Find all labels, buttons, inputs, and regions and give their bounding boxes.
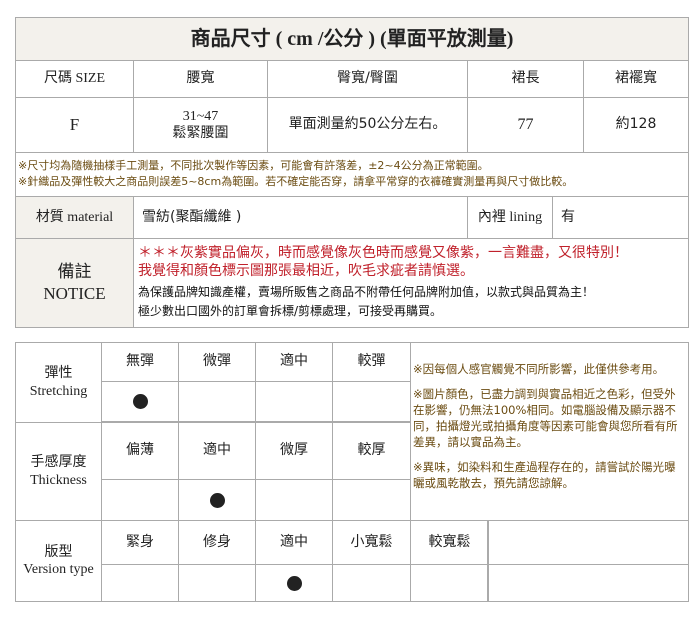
stretching-indicator-cell xyxy=(101,381,179,422)
feel-note: ※異味，如染料和生產過程存在的，請嘗試於陽光曝曬或風乾散去，預先請您諒解。 xyxy=(413,460,676,490)
thickness-indicator-cell xyxy=(255,479,333,521)
size-note: ※尺寸均為隨機抽樣手工測量，不同批次製作等因素，可能會有許落差，±2~4公分為正… xyxy=(18,159,489,172)
thickness-indicator-cell xyxy=(332,479,411,521)
stretching-indicator-cell xyxy=(255,381,333,422)
version-label-zh: 版型 xyxy=(44,544,73,560)
waist-value: 31~47 鬆緊腰圍 xyxy=(133,97,268,153)
stretching-indicator-cell xyxy=(332,381,411,422)
hip-value: 單面測量約50公分左右。 xyxy=(267,97,468,153)
header-hip: 臀寬/臀圍 xyxy=(267,60,468,98)
version-indicator-cell xyxy=(332,564,411,602)
stretching-option: 適中 xyxy=(255,342,333,382)
thickness-label-zh: 手感厚度 xyxy=(30,455,87,470)
stretching-label-zh: 彈性 xyxy=(44,366,73,381)
header-hem: 裙襬寬 xyxy=(583,60,689,98)
empty-cell xyxy=(487,564,689,602)
stretching-option: 微彈 xyxy=(178,342,256,382)
notice-label: 備註 NOTICE xyxy=(15,238,134,328)
size-notes: ※尺寸均為隨機抽樣手工測量，不同批次製作等因素，可能會有許落差，±2~4公分為正… xyxy=(15,152,689,197)
version-option: 小寬鬆 xyxy=(332,520,411,565)
notice-content: ＊＊＊灰紫實品偏灰，時而感覺像灰色時而感覺又像紫，一言難盡，又很特別！ 我覺得和… xyxy=(133,238,689,328)
thickness-indicator-cell xyxy=(178,479,256,521)
header-size: 尺碼 SIZE xyxy=(15,60,134,98)
thickness-indicator-cell xyxy=(101,479,179,521)
notice-red-line: 我覺得和顏色標示圖那張最相近，吹毛求疵者請慎選。 xyxy=(138,262,474,279)
waist-range: 31~47 xyxy=(182,108,219,124)
selected-dot-icon xyxy=(209,492,225,508)
stretching-option: 無彈 xyxy=(101,342,179,382)
feel-note: ※因每個人感官觸覺不同所影響，此僅供參考用。 xyxy=(413,362,665,376)
stretching-option: 較彈 xyxy=(332,342,411,382)
version-option: 適中 xyxy=(255,520,333,565)
material-label: 材質 material xyxy=(15,196,134,239)
version-option: 修身 xyxy=(178,520,256,565)
version-option: 緊身 xyxy=(101,520,179,565)
version-indicator-cell xyxy=(255,564,333,602)
version-indicator-cell xyxy=(178,564,256,602)
thickness-option: 微厚 xyxy=(255,422,333,480)
lining-value: 有 xyxy=(552,196,689,239)
size-note: ※針織品及彈性較大之商品則誤差5~8cm為範圍。若不確定能否穿，請拿平常穿的衣褲… xyxy=(18,175,574,188)
selected-dot-icon xyxy=(132,394,148,409)
version-label-en: Version type xyxy=(23,562,94,577)
size-table-title: 商品尺寸 ( cm /公分 ) (單面平放測量) xyxy=(15,17,689,61)
header-waist: 腰寬 xyxy=(133,60,268,98)
thickness-label-en: Thickness xyxy=(30,472,87,488)
waist-type: 鬆緊腰圍 xyxy=(172,125,229,141)
notice-line: 極少數出口國外的訂單會拆標/剪標處理，可接受再購買。 xyxy=(138,304,443,318)
stretching-indicator-cell xyxy=(178,381,256,422)
notice-line: 為保護品牌知識產權，賣場所販售之商品不附帶任何品牌附加值，以款式與品質為主！ xyxy=(138,285,595,299)
stretching-label: 彈性 Stretching xyxy=(15,342,102,423)
notice-label-zh: 備註 xyxy=(57,261,92,282)
material-value: 雪紡(聚酯纖維 ) xyxy=(133,196,468,239)
thickness-label: 手感厚度 Thickness xyxy=(15,422,102,521)
notice-red-line: ＊＊＊灰紫實品偏灰，時而感覺像灰色時而感覺又像紫，一言難盡，又很特別！ xyxy=(138,245,628,261)
notice-label-en: NOTICE xyxy=(43,284,106,303)
version-indicator-cell xyxy=(101,564,179,602)
feel-note: ※圖片顏色，已盡力調到與實品相近之色彩，但受外在影響，仍無法100%相同。如電腦… xyxy=(413,387,678,449)
selected-dot-icon xyxy=(286,575,302,591)
version-option: 較寬鬆 xyxy=(410,520,489,565)
stretching-label-en: Stretching xyxy=(29,383,88,399)
thickness-option: 偏薄 xyxy=(101,422,179,480)
header-length: 裙長 xyxy=(467,60,584,98)
hem-value: 約128 xyxy=(583,97,689,153)
lining-label: 內裡 lining xyxy=(467,196,553,239)
length-value: 77 xyxy=(467,97,584,153)
version-indicator-cell xyxy=(410,564,489,602)
version-label: 版型 Version type xyxy=(15,520,102,602)
thickness-option: 較厚 xyxy=(332,422,411,480)
thickness-option: 適中 xyxy=(178,422,256,480)
size-value: F xyxy=(15,97,134,153)
empty-cell xyxy=(487,520,689,565)
feel-notes: ※因每個人感官觸覺不同所影響，此僅供參考用。 ※圖片顏色，已盡力調到與實品相近之… xyxy=(410,342,689,521)
